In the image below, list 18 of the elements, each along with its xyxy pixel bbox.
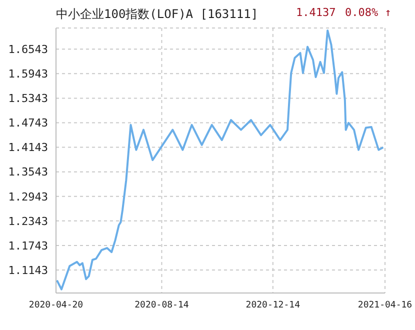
y-tick-label: 1.6543 bbox=[8, 43, 48, 56]
x-tick-label: 2020-08-14 bbox=[134, 300, 189, 310]
y-tick-label: 1.5343 bbox=[8, 92, 48, 106]
y-tick-label: 1.1143 bbox=[8, 264, 48, 277]
y-tick-label: 1.4143 bbox=[8, 141, 48, 154]
x-tick-label: 2020-04-20 bbox=[28, 300, 84, 310]
y-tick-label: 1.2943 bbox=[8, 190, 48, 204]
line-series bbox=[56, 29, 384, 290]
x-tick-label: 2021-04-16 bbox=[358, 300, 412, 310]
x-tick-label: 2020-12-14 bbox=[246, 300, 300, 310]
y-tick-label: 1.4743 bbox=[8, 116, 48, 130]
y-tick-label: 1.5943 bbox=[8, 68, 48, 81]
text: 0.08% ↑ bbox=[345, 6, 392, 19]
text: 1.4137 bbox=[296, 6, 336, 19]
y-tick-label: 1.3543 bbox=[8, 166, 48, 179]
y-tick-label: 1.1743 bbox=[8, 239, 48, 252]
y-tick-label: 1.2343 bbox=[8, 214, 48, 228]
chart-title: 中小企业100指数(LOF)A [163111] bbox=[56, 6, 258, 23]
